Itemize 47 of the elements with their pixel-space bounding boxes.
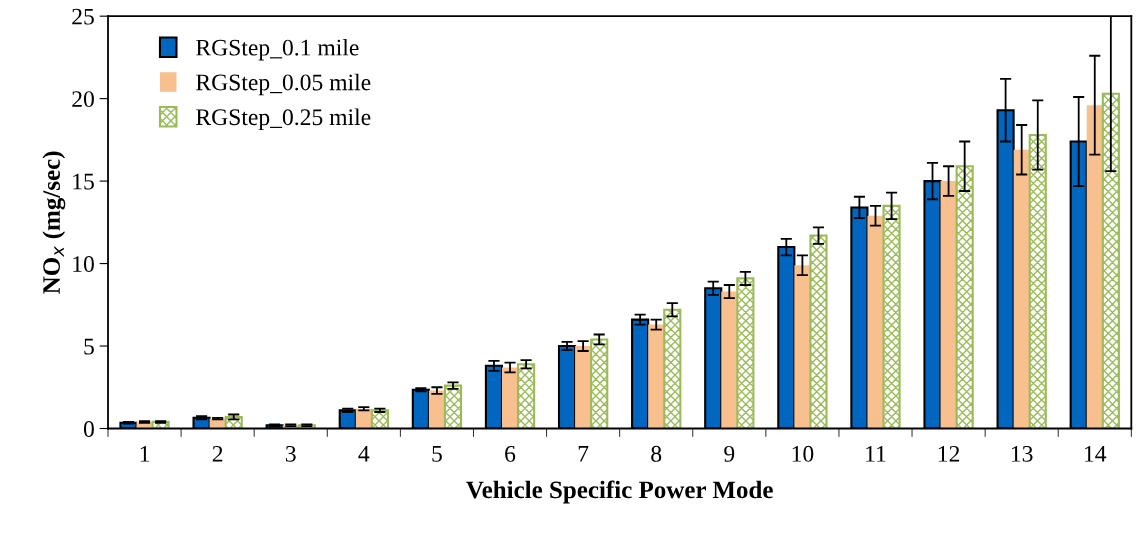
legend-label: RGStep_0.05 mile (196, 73, 371, 96)
bar (1013, 149, 1030, 429)
y-tick-label: 20 (72, 91, 94, 108)
x-tick-label: 5 (432, 446, 442, 462)
x-tick-label: 12 (938, 445, 960, 462)
y-axis-title: NO$_{x}$ (mg/sec) (42, 151, 66, 294)
bar (955, 165, 974, 429)
bar (501, 367, 519, 429)
x-tick-label: 13 (1011, 445, 1033, 462)
bar (224, 415, 243, 429)
bar (575, 346, 592, 429)
x-tick-label: 3 (285, 445, 296, 462)
bar (370, 409, 389, 429)
bar (428, 390, 445, 429)
x-tick-label: 8 (651, 445, 662, 462)
y-tick-label: 15 (73, 173, 94, 190)
bar (663, 308, 682, 429)
legend-label: RGStep_0.25 mile (196, 108, 371, 130)
x-tick-label: 2 (212, 445, 223, 462)
x-tick-label: 4 (358, 446, 370, 462)
bar (517, 363, 536, 429)
bar (648, 324, 665, 429)
y-tick-label: 5 (84, 338, 94, 355)
bar (1086, 105, 1103, 429)
x-tick-label: 1 (140, 445, 150, 462)
x-tick-label: 11 (866, 445, 886, 462)
bar (1028, 133, 1047, 429)
bar (721, 291, 738, 429)
bar (590, 338, 609, 429)
x-tick-label: 10 (792, 445, 814, 462)
bar (794, 265, 811, 429)
bar (809, 234, 828, 429)
bar (867, 215, 884, 429)
x-tick-label: 6 (505, 445, 516, 462)
bar (443, 384, 463, 429)
legend-label: RGStep_0.1 mile (196, 38, 359, 61)
x-tick-label: 9 (724, 445, 735, 462)
y-tick-label: 0 (83, 421, 94, 437)
bar (940, 181, 957, 429)
x-axis-title: Vehicle Specific Power Mode (466, 480, 773, 504)
bar (1101, 92, 1120, 429)
x-tick-label: 7 (578, 446, 589, 462)
y-tick-label: 25 (72, 8, 94, 25)
x-tick-label: 14 (1085, 445, 1107, 462)
bar (736, 277, 755, 429)
y-tick-label: 10 (73, 256, 94, 272)
bar (882, 204, 901, 429)
